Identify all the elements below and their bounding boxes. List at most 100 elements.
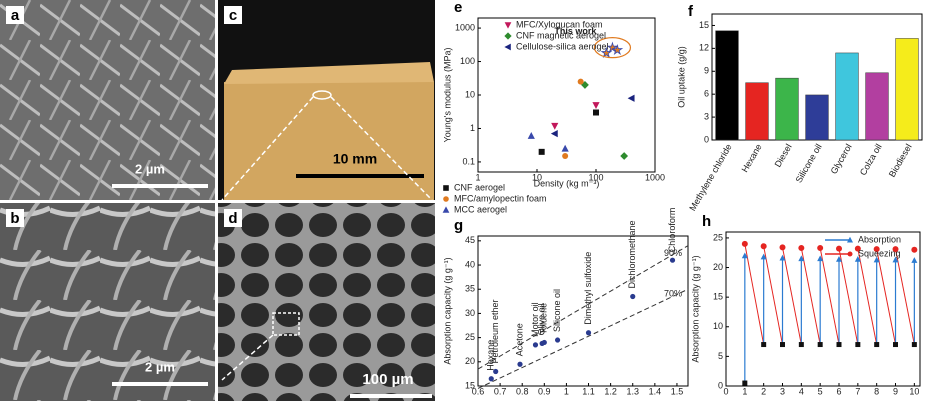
x-tick-label: 1 (475, 172, 480, 182)
x-tick-label: 5 (818, 386, 823, 396)
residual-point (837, 342, 842, 347)
squeeze-point (836, 246, 842, 252)
point-label: Silicone oil (552, 289, 562, 332)
squeeze-line (783, 247, 802, 344)
panel-label: c (229, 7, 237, 24)
x-tick-label: 1 (564, 386, 569, 396)
legend-marker (443, 185, 449, 191)
legend-marker (505, 22, 512, 28)
data-point (489, 376, 494, 381)
legend-label: Squeezing (858, 248, 901, 258)
x-tick-label: 1 (742, 386, 747, 396)
bar (896, 38, 919, 140)
panel-d: d 100 µm (218, 203, 435, 401)
y-tick-label: 1 (470, 123, 475, 133)
sem-image (0, 203, 215, 401)
data-point (586, 330, 591, 335)
squeeze-point (798, 245, 804, 251)
x-tick-label: Methylene chloride (687, 142, 733, 212)
point-label: Toluene (539, 303, 549, 335)
x-tick-label: 100 (588, 172, 603, 182)
legend-marker (443, 196, 449, 202)
y-tick-label: 0.1 (462, 156, 475, 166)
x-tick-label: Silicone oil (794, 142, 824, 184)
y-tick-label: 45 (465, 235, 475, 245)
data-point (542, 340, 547, 345)
scale-bar (296, 174, 424, 178)
x-tick-label: 7 (855, 386, 860, 396)
panel-label: g (454, 217, 463, 234)
data-point (555, 337, 560, 342)
data-point (620, 152, 628, 160)
residual-point (818, 342, 823, 347)
squeeze-line (801, 248, 820, 345)
legend-marker (848, 252, 853, 257)
squeeze-line (877, 249, 896, 344)
x-tick-label: 10 (532, 172, 542, 182)
point-label: Chloroform (667, 208, 677, 253)
squeeze-line (820, 248, 839, 345)
panel-label: e (454, 0, 462, 16)
data-point (562, 153, 568, 159)
x-tick-label: 1.2 (604, 386, 617, 396)
data-point (551, 123, 558, 130)
legend-label: MCC aerogel (454, 204, 507, 214)
y-tick-label: 25 (713, 232, 723, 242)
residual-point (761, 342, 766, 347)
y-tick-label: 20 (465, 356, 475, 366)
y-tick-label: 3 (704, 111, 709, 121)
bar (776, 78, 799, 140)
scale-bar (112, 184, 208, 188)
x-tick-label: 0 (723, 386, 728, 396)
data-point (493, 369, 498, 374)
squeeze-line (839, 249, 858, 345)
panel-label: a (11, 7, 20, 24)
x-tick-label: Glycerol (829, 142, 854, 176)
panel-label: h (702, 213, 711, 230)
scale-bar (112, 382, 208, 386)
scale-text: 100 µm (362, 371, 413, 388)
fit-label: 70% (664, 288, 682, 298)
x-tick-label: 4 (799, 386, 804, 396)
squeeze-point (780, 244, 786, 250)
y-axis-label: Oil uptake (g/g) (676, 46, 686, 108)
x-tick-label: Biodiesel (887, 142, 914, 179)
y-axis-label: Absorption capacity (g g⁻¹) (690, 255, 700, 362)
panel-label: f (688, 3, 694, 20)
x-tick-label: 0.7 (494, 386, 507, 396)
scale-text: 2 µm (135, 161, 165, 176)
data-point (578, 79, 584, 85)
panel-label: d (228, 210, 237, 227)
squeeze-point (911, 247, 917, 253)
y-tick-label: 25 (465, 332, 475, 342)
y-tick-label: 10 (713, 321, 723, 331)
residual-point (912, 342, 917, 347)
bar (746, 83, 769, 140)
residual-point (893, 342, 898, 347)
absorb-point (911, 257, 917, 263)
y-tick-label: 5 (718, 351, 723, 361)
legend-marker (443, 206, 450, 212)
y-tick-label: 20 (713, 262, 723, 272)
x-tick-label: 10 (909, 386, 919, 396)
point-label: Dichloromethane (627, 220, 637, 288)
y-axis-label: Young's modulus (MPa) (442, 48, 452, 143)
x-tick-label: 0.8 (516, 386, 529, 396)
legend-label: Absorption (858, 234, 901, 244)
squeeze-line (764, 246, 783, 344)
x-tick-label: 1.5 (671, 386, 684, 396)
x-tick-label: 3 (780, 386, 785, 396)
x-tick-label: 0.9 (538, 386, 551, 396)
figure: a 2 µm b 2 µm c 10 mm d 100 µm eYoung's … (0, 0, 927, 401)
point-label: Dimethyl sulfoxide (583, 252, 593, 325)
scale-bar (350, 394, 432, 398)
legend-marker (504, 32, 511, 39)
y-tick-label: 12 (699, 43, 709, 53)
y-tick-label: 100 (460, 56, 475, 66)
y-tick-label: 40 (465, 259, 475, 269)
foam-block (224, 82, 434, 200)
bar (806, 95, 829, 140)
squeeze-point (817, 245, 823, 251)
squeeze-line (858, 249, 877, 345)
squeeze-point (742, 241, 748, 247)
